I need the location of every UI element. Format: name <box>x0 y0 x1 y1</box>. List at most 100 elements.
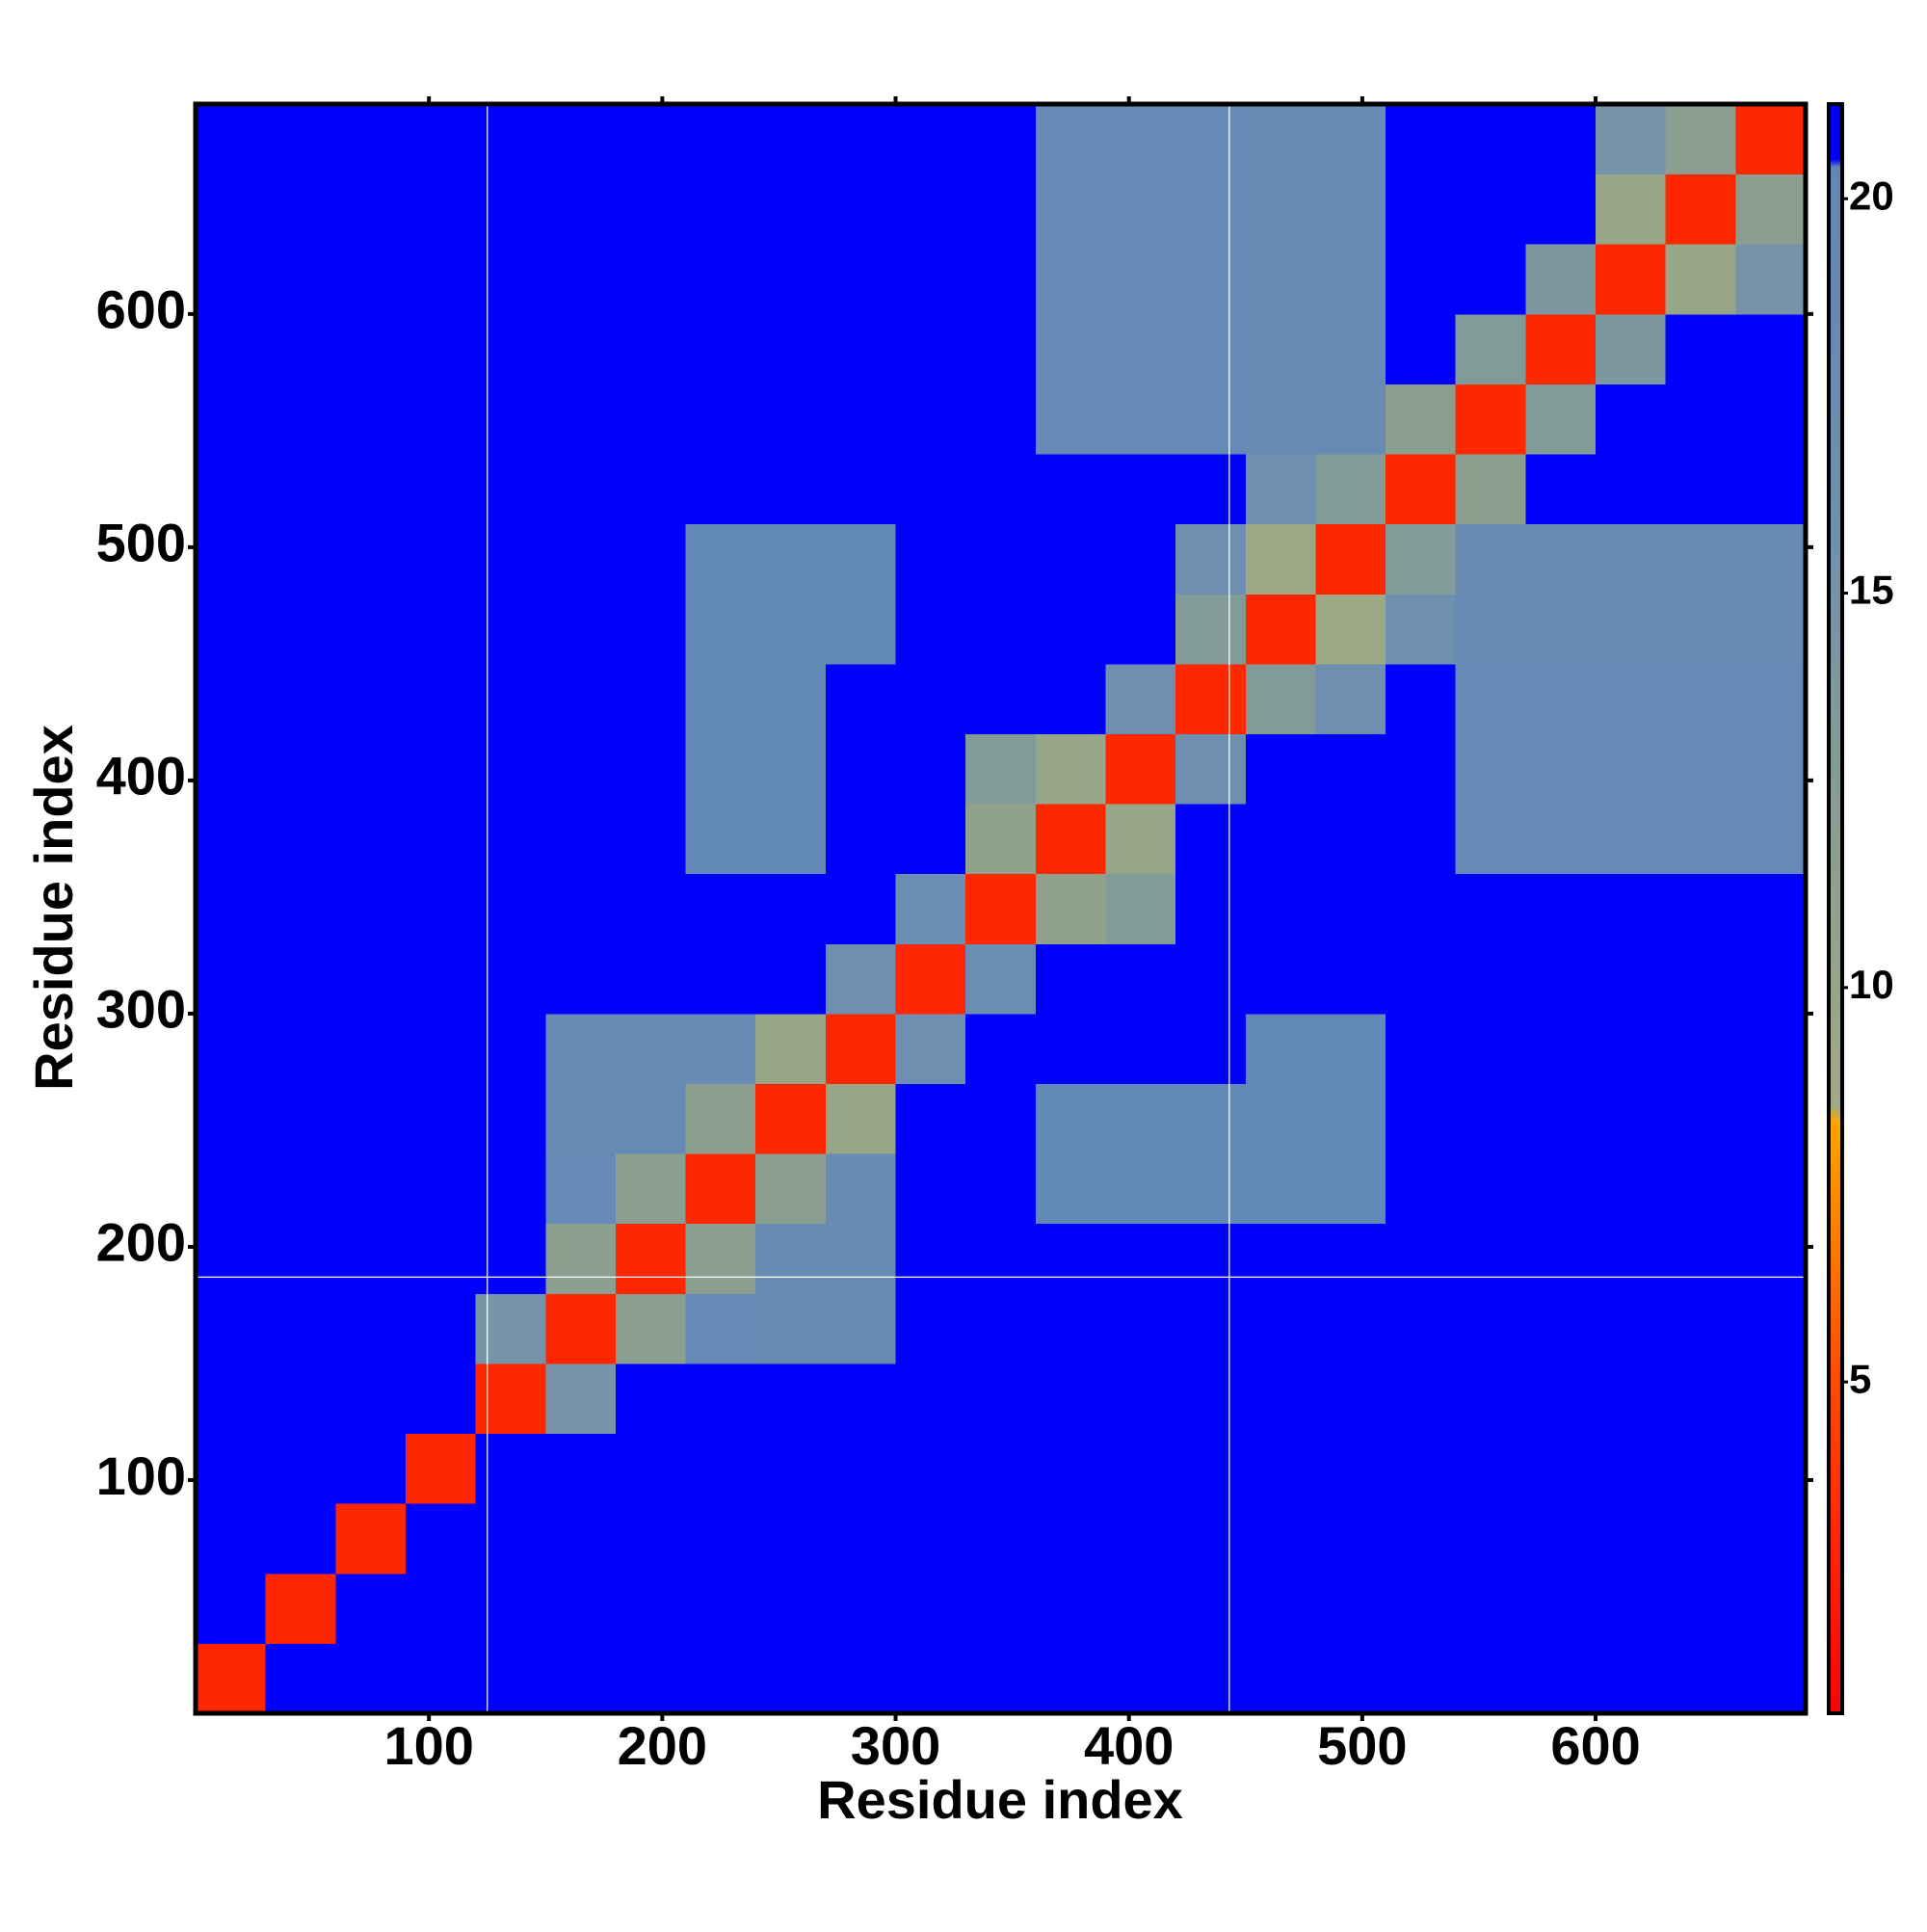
heatmap-cell <box>685 733 756 805</box>
heatmap-cell <box>615 1223 687 1294</box>
heatmap-cell <box>475 454 546 525</box>
heatmap-cell <box>335 804 407 875</box>
heatmap-cell <box>1386 1573 1457 1644</box>
heatmap-cell <box>265 1643 336 1714</box>
heatmap-cell <box>895 1643 966 1714</box>
heatmap-cell <box>1596 1153 1667 1225</box>
heatmap-cell <box>265 104 336 175</box>
heatmap-cell <box>335 1503 407 1575</box>
heatmap-cell <box>265 943 336 1015</box>
heatmap-cell <box>1665 173 1736 245</box>
heatmap-cell <box>196 1643 267 1714</box>
heatmap-cell <box>1175 313 1247 384</box>
heatmap-cell <box>755 943 827 1015</box>
heatmap-cell <box>196 1223 267 1294</box>
heatmap-cell <box>1386 384 1457 455</box>
heatmap-cell <box>405 244 477 315</box>
heatmap-cell <box>755 1363 827 1435</box>
heatmap-cell <box>685 1503 756 1575</box>
heatmap-cell <box>1315 104 1386 175</box>
heatmap-cell <box>615 873 687 944</box>
heatmap-cell <box>965 594 1037 665</box>
heatmap-cell <box>1455 523 1526 595</box>
heatmap-cell <box>1315 943 1386 1015</box>
heatmap-cell <box>825 804 897 875</box>
heatmap-cell <box>1735 873 1807 944</box>
heatmap-cell <box>615 384 687 455</box>
heatmap-cell <box>1175 1363 1247 1435</box>
heatmap-cell <box>1105 313 1176 384</box>
heatmap-cell <box>1455 313 1526 384</box>
heatmap-cell <box>1175 1573 1247 1644</box>
heatmap-cell <box>405 1363 477 1435</box>
heatmap-cell <box>545 1153 617 1225</box>
heatmap-cell <box>1665 244 1736 315</box>
heatmap-cell <box>265 384 336 455</box>
heatmap-cell <box>545 1643 617 1714</box>
heatmap-cell <box>1596 943 1667 1015</box>
heatmap-cell <box>895 313 966 384</box>
heatmap-cell <box>475 104 546 175</box>
heatmap-cell <box>755 104 827 175</box>
heatmap-cell <box>405 384 477 455</box>
heatmap-cell <box>895 104 966 175</box>
heatmap-cell <box>1596 1363 1667 1435</box>
heatmap-cell <box>1245 1573 1316 1644</box>
heatmap-cell <box>895 1083 966 1154</box>
heatmap-cell <box>685 1153 756 1225</box>
colorbar-tick-label: 20 <box>1849 172 1894 218</box>
heatmap-cell <box>895 1503 966 1575</box>
heatmap-cell <box>615 1573 687 1644</box>
heatmap-cell <box>1525 313 1597 384</box>
heatmap-cell <box>685 313 756 384</box>
heatmap-cell <box>545 313 617 384</box>
heatmap-cell <box>405 1293 477 1364</box>
heatmap-cell <box>755 454 827 525</box>
heatmap-cell <box>475 804 546 875</box>
heatmap-cell <box>1665 1573 1736 1644</box>
heatmap-cell <box>335 1363 407 1435</box>
heatmap-cell <box>1596 173 1667 245</box>
heatmap-cell <box>1665 1013 1736 1085</box>
heatmap-cell <box>1105 1363 1176 1435</box>
heatmap-cell <box>755 1153 827 1225</box>
heatmap-cell <box>755 733 827 805</box>
heatmap-cell <box>1245 1363 1316 1435</box>
heatmap-cell <box>1735 104 1807 175</box>
heatmap-cell <box>685 1643 756 1714</box>
y-tick-label: 500 <box>96 513 186 573</box>
heatmap-cell <box>1105 943 1176 1015</box>
heatmap-cell <box>335 173 407 245</box>
heatmap-cell <box>1525 1433 1597 1504</box>
heatmap-cell <box>1105 663 1176 734</box>
heatmap-cell <box>1105 104 1176 175</box>
heatmap-cell <box>895 1433 966 1504</box>
heatmap-cell <box>545 384 617 455</box>
heatmap-cell <box>1665 1223 1736 1294</box>
heatmap-cell <box>1035 1363 1106 1435</box>
heatmap-cell <box>405 733 477 805</box>
heatmap-cell <box>1175 1153 1247 1225</box>
heatmap-cell <box>1315 1223 1386 1294</box>
heatmap-cell <box>1735 384 1807 455</box>
heatmap-cell <box>965 663 1037 734</box>
heatmap-cell <box>755 313 827 384</box>
heatmap-cell <box>685 1573 756 1644</box>
heatmap-cell <box>895 1013 966 1085</box>
heatmap-cell <box>1735 1083 1807 1154</box>
heatmap-cell <box>1665 104 1736 175</box>
heatmap-cell <box>755 873 827 944</box>
heatmap-cell <box>265 313 336 384</box>
heatmap-cell <box>1525 173 1597 245</box>
heatmap-cell <box>335 1083 407 1154</box>
heatmap-cell <box>1455 1503 1526 1575</box>
heatmap-cell <box>825 1503 897 1575</box>
heatmap-cell <box>196 873 267 944</box>
heatmap-cell <box>196 313 267 384</box>
heatmap-cell <box>1035 1643 1106 1714</box>
heatmap-cell <box>545 244 617 315</box>
colorbar <box>1827 102 1844 1715</box>
heatmap-cell <box>196 384 267 455</box>
heatmap-cell <box>1525 1013 1597 1085</box>
heatmap-cell <box>1525 1083 1597 1154</box>
